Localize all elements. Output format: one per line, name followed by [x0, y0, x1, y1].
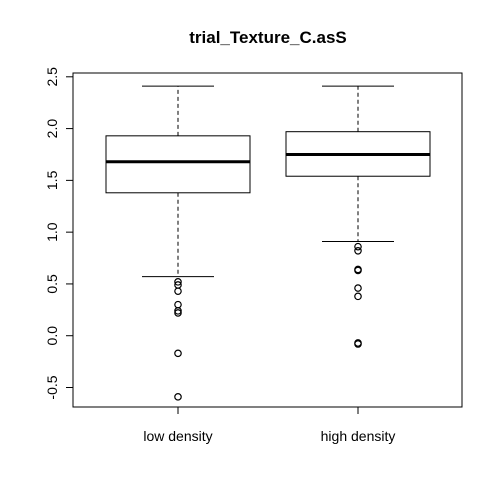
y-tick-label: 2.0: [44, 119, 60, 139]
box-low-density: [105, 85, 251, 401]
outlier-point: [174, 287, 182, 295]
box-high-density: [285, 85, 431, 348]
outlier-point: [354, 242, 362, 251]
outlier-point: [174, 278, 182, 286]
plot-frame: [72, 72, 463, 408]
iqr-box: [105, 135, 251, 194]
y-tick-label: 1.5: [44, 170, 60, 190]
outlier-point: [354, 340, 362, 348]
chart-title: trial_Texture_C.asS: [189, 28, 346, 47]
outlier-point: [354, 246, 362, 255]
y-tick-label: 2.5: [44, 67, 60, 87]
outlier-point: [354, 284, 362, 292]
y-tick-label: 1.0: [44, 222, 60, 242]
boxes-layer: [105, 85, 431, 401]
y-tick-label: 0.0: [44, 326, 60, 346]
outlier-point: [174, 393, 182, 401]
x-axis: low density high density: [143, 406, 396, 444]
outlier-point: [174, 309, 182, 317]
x-tick-label: low density: [143, 428, 212, 444]
y-tick-label: 0.5: [44, 274, 60, 294]
outlier-point: [174, 300, 182, 309]
outlier-point: [174, 349, 182, 358]
outlier-point: [354, 266, 362, 275]
y-tick-label: -0.5: [44, 375, 60, 399]
x-tick-label: high density: [321, 428, 396, 444]
outlier-point: [174, 307, 182, 315]
y-axis: -0.5 0.0 0.5 1.0 1.5 2.0 2.5: [44, 67, 74, 400]
outlier-point: [354, 292, 362, 301]
